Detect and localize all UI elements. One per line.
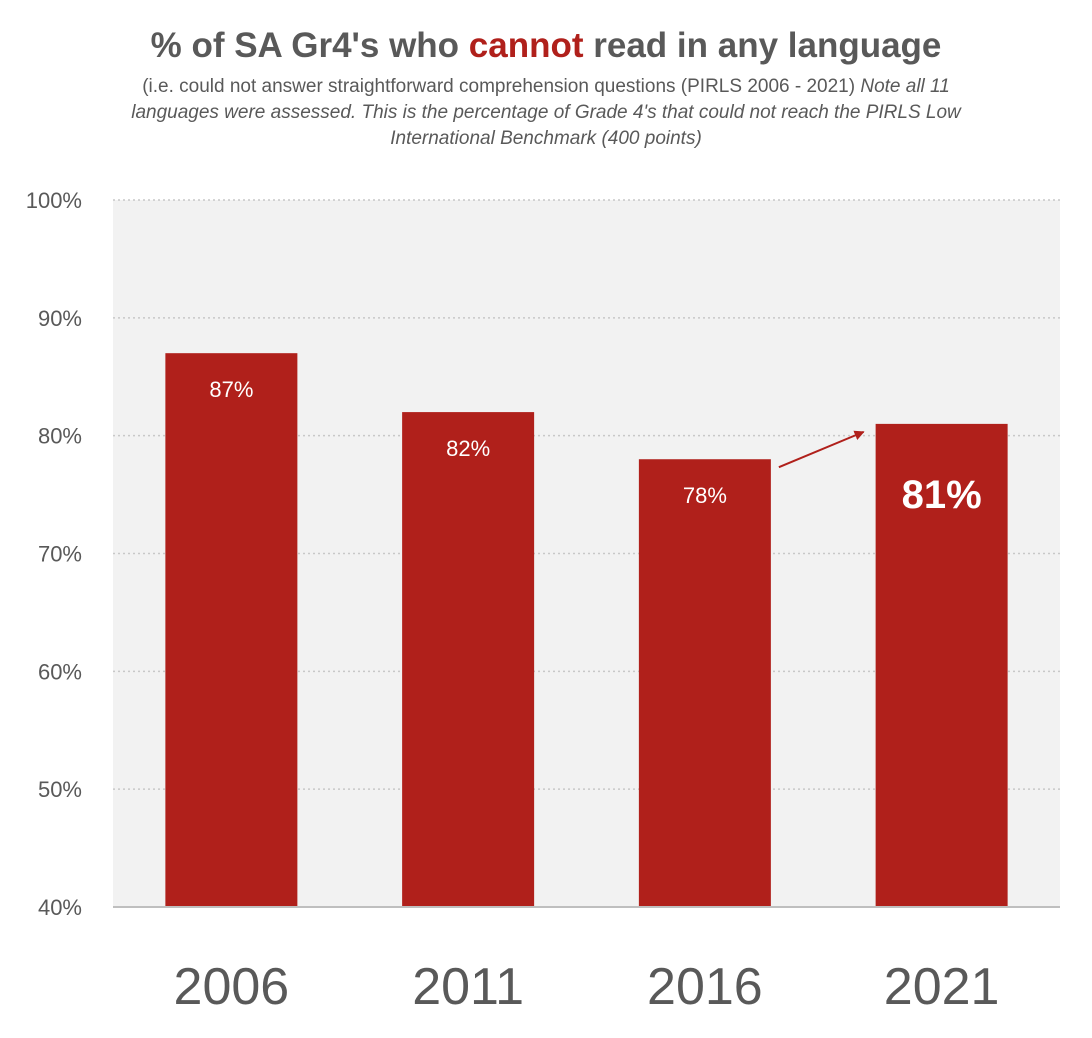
y-tick-label-80: 80%: [38, 424, 82, 449]
x-tick-label-2011: 2011: [412, 958, 524, 1016]
bar-2006: [165, 353, 298, 907]
data-label-2016: 78%: [683, 483, 727, 508]
data-label-2021: 81%: [902, 473, 982, 517]
bar-2016: [638, 459, 771, 907]
chart-title-prefix: % of SA Gr4's who: [150, 26, 469, 65]
data-label-2011: 82%: [446, 436, 490, 461]
y-tick-label-60: 60%: [38, 659, 82, 684]
y-tick-label-50: 50%: [38, 777, 82, 802]
chart-title-suffix: read in any language: [583, 26, 942, 65]
y-tick-label-100: 100%: [26, 188, 82, 213]
x-tick-label-2021: 2021: [884, 958, 1000, 1016]
x-tick-label-2006: 2006: [174, 958, 290, 1016]
y-tick-label-90: 90%: [38, 306, 82, 331]
chart-title-emphasis: cannot: [468, 26, 584, 65]
y-tick-label-40: 40%: [38, 895, 82, 920]
trend-arrow: [778, 430, 865, 469]
bar-2021: [875, 423, 1008, 907]
bar-2011: [402, 412, 535, 907]
chart-subtitle: (i.e. could not answer straightforward c…: [96, 74, 996, 152]
chart-title: % of SA Gr4's who cannot read in any lan…: [0, 26, 1092, 66]
x-tick-label-2016: 2016: [647, 958, 763, 1016]
chart-subtitle-note: Note all 11 languages were assessed. Thi…: [131, 76, 961, 149]
data-label-2006: 87%: [209, 377, 253, 402]
chart-subtitle-main: (i.e. could not answer straightforward c…: [142, 76, 856, 97]
y-tick-label-70: 70%: [38, 542, 82, 567]
